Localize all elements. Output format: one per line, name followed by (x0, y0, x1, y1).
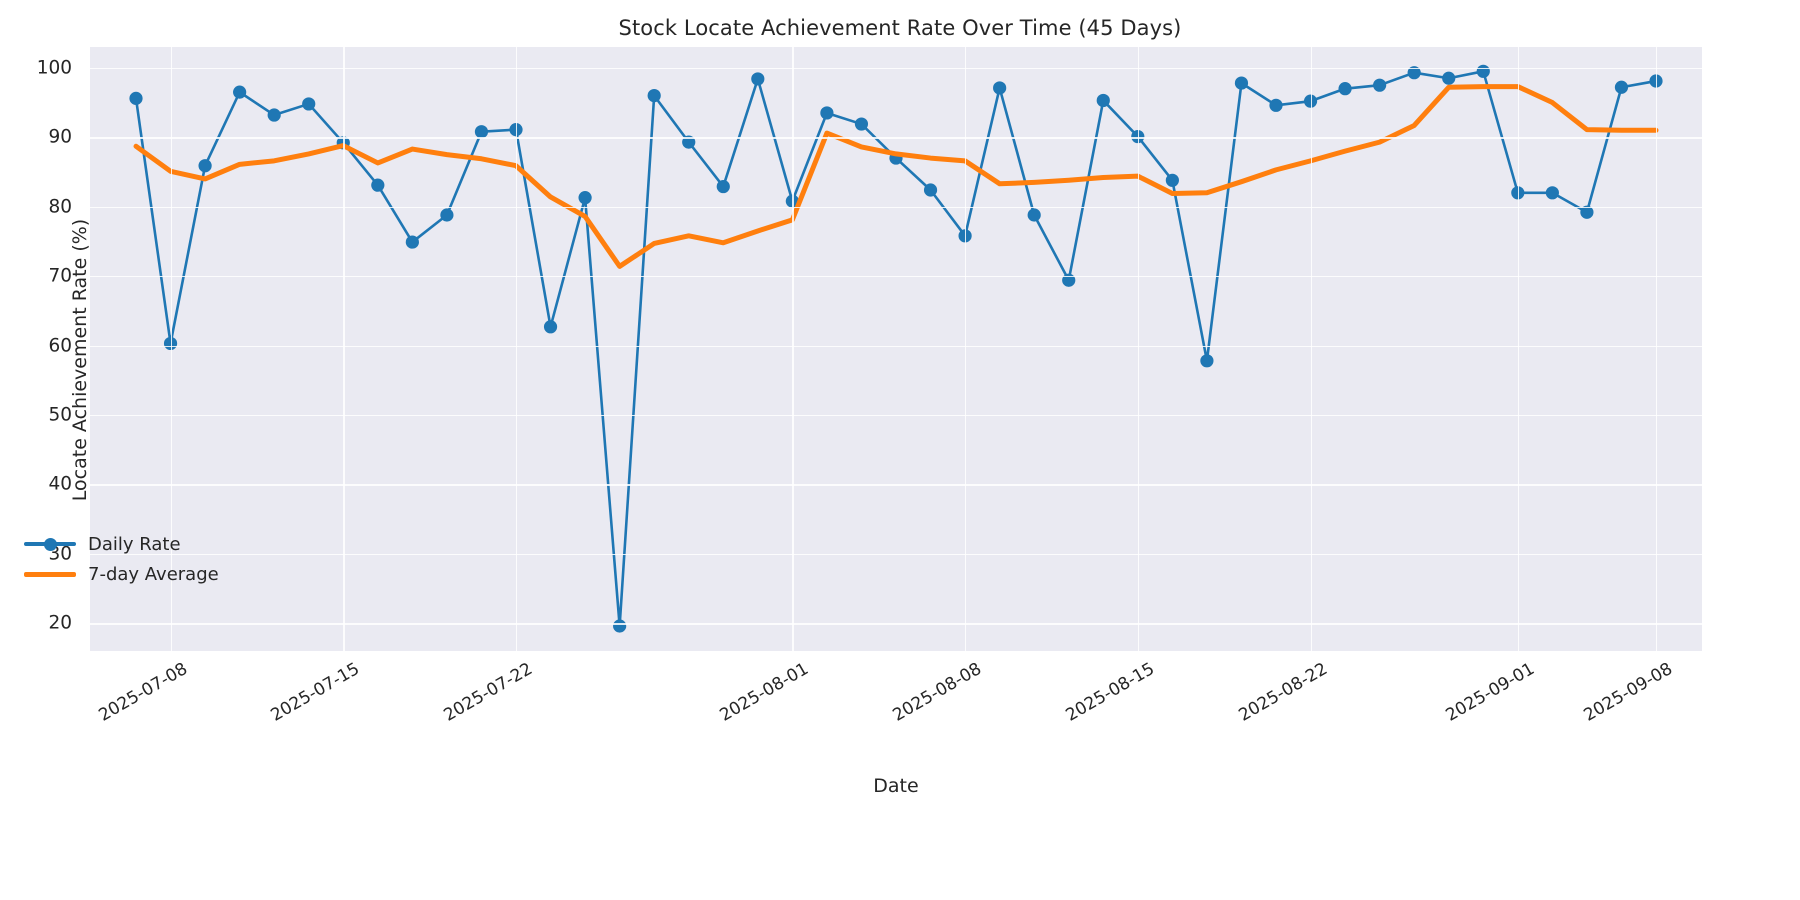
data-point-marker (923, 183, 938, 197)
gridline-horizontal (90, 345, 1702, 347)
y-tick-label: 80 (48, 196, 72, 218)
data-point-marker (1442, 71, 1456, 85)
data-point-marker (129, 91, 143, 105)
legend-label-7-day-average: 7-day Average (88, 563, 219, 585)
gridline-vertical (965, 47, 967, 651)
data-point-marker (682, 135, 696, 149)
data-point-marker (613, 619, 627, 633)
gridline-horizontal (90, 623, 1702, 625)
gridline-horizontal (90, 553, 1702, 556)
y-tick-label: 50 (48, 404, 72, 426)
gridline-horizontal (90, 67, 1702, 70)
data-point-marker (302, 97, 316, 111)
gridline-vertical (1517, 47, 1520, 651)
x-tick-label: 2025-08-15 (1062, 659, 1158, 726)
legend-swatch-daily-rate (24, 535, 76, 553)
legend-item-daily-rate[interactable]: Daily Rate (24, 529, 219, 559)
y-tick-label: 40 (48, 473, 72, 495)
data-point-marker (1614, 80, 1629, 94)
data-point-marker (1200, 354, 1214, 368)
gridline-vertical (343, 47, 345, 651)
data-point-marker (647, 88, 661, 103)
plot-area (90, 47, 1702, 651)
x-axis-tick-labels: 2025-07-08 2025-07-15 2025-07-22 2025-08-01… (90, 651, 1702, 771)
gridline-horizontal (90, 137, 1702, 139)
data-point-marker (716, 179, 730, 194)
data-point-marker (1338, 82, 1352, 96)
x-tick-label: 2025-08-22 (1234, 659, 1331, 726)
gridline-horizontal (90, 414, 1702, 417)
series-line-7-day-average (133, 84, 1659, 269)
data-point-marker (267, 108, 281, 122)
data-point-marker (993, 81, 1007, 95)
y-tick-label: 70 (48, 265, 72, 287)
gridline-horizontal (90, 484, 1702, 486)
x-tick-label: 2025-08-08 (889, 659, 986, 726)
gridline-vertical (516, 47, 518, 651)
gridline-vertical (792, 47, 794, 651)
gridline-vertical (1310, 47, 1312, 651)
data-point-marker (474, 125, 489, 139)
gridline-horizontal (90, 206, 1702, 209)
legend-item-7-day-average[interactable]: 7-day Average (24, 559, 219, 589)
y-tick-label: 90 (48, 126, 72, 148)
x-axis-label: Date (873, 775, 919, 797)
legend-swatch-7-day-average (24, 565, 76, 583)
data-point-marker (1269, 98, 1283, 112)
data-point-marker (543, 320, 558, 334)
gridline-vertical (170, 47, 172, 651)
legend-label-daily-rate: Daily Rate (88, 533, 181, 555)
x-tick-label: 2025-07-15 (267, 659, 364, 726)
data-point-marker (233, 85, 247, 99)
x-tick-label: 2025-09-01 (1442, 659, 1538, 726)
data-point-marker (1476, 64, 1490, 78)
data-point-marker (578, 191, 592, 205)
data-point-marker (440, 208, 454, 222)
data-point-marker (854, 117, 869, 131)
y-tick-label: 100 (36, 57, 72, 79)
data-point-marker (198, 159, 212, 173)
x-tick-label: 2025-09-08 (1580, 659, 1676, 726)
data-point-marker (371, 178, 385, 192)
data-point-marker (1165, 173, 1179, 187)
data-point-marker (1373, 78, 1387, 92)
x-tick-label: 2025-07-22 (440, 659, 536, 726)
gridline-vertical (1137, 47, 1140, 651)
gridline-horizontal (90, 276, 1702, 278)
data-point-marker (1407, 66, 1421, 80)
data-point-marker (1545, 186, 1559, 200)
x-tick-label: 2025-08-01 (716, 659, 813, 726)
data-point-marker (751, 72, 765, 86)
y-tick-label: 60 (48, 335, 72, 357)
gridline-vertical (1656, 47, 1658, 651)
y-axis-tick-labels: 20 30 40 50 60 70 80 90 100 (0, 47, 82, 651)
data-point-marker (1580, 205, 1594, 219)
data-point-marker (1234, 76, 1249, 90)
data-point-marker (509, 123, 523, 137)
data-point-marker (820, 106, 834, 120)
chart-legend: Daily Rate 7-day Average (18, 525, 229, 595)
x-tick-label: 2025-07-08 (94, 659, 191, 726)
data-point-marker (405, 235, 419, 249)
y-tick-label: 20 (48, 612, 72, 634)
data-point-marker (1096, 93, 1110, 108)
data-point-marker (1027, 208, 1041, 222)
chart-title: Stock Locate Achievement Rate Over Time … (618, 16, 1182, 40)
